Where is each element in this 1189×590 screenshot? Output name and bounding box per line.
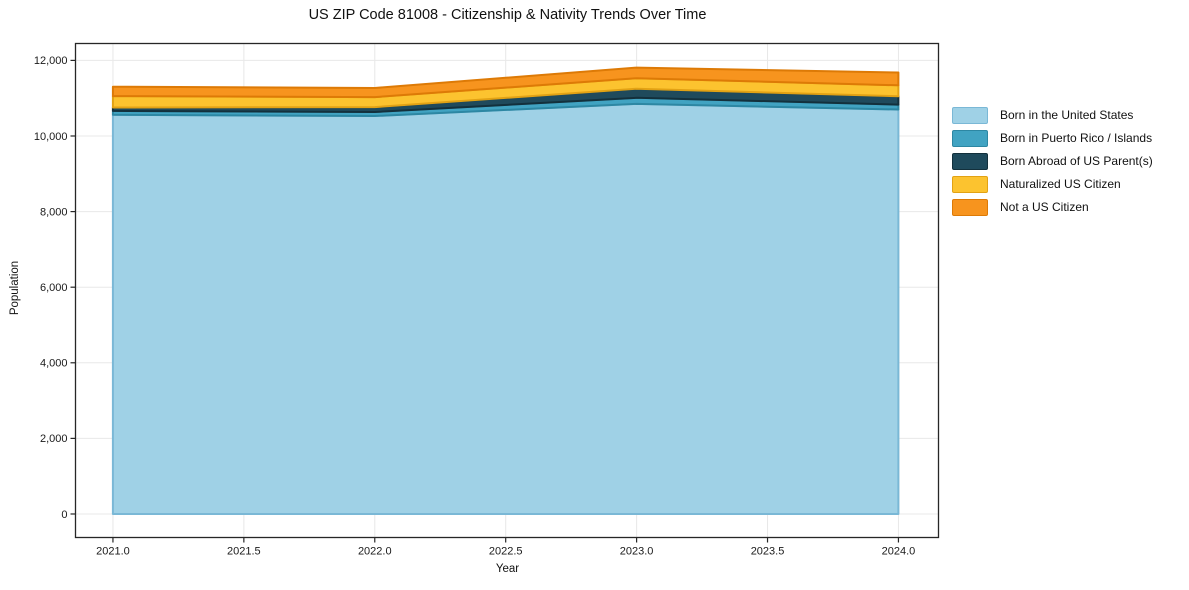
legend-label: Naturalized US Citizen	[1000, 177, 1121, 192]
legend-item-not-a-us-citizen: Not a US Citizen	[952, 199, 1153, 216]
plot-border	[74, 42, 940, 539]
area-not-a-us-citizen	[111, 66, 900, 99]
y-tick-label: 12,000	[34, 55, 68, 67]
legend-swatch	[952, 130, 988, 147]
area-born-in-the-united-states	[111, 102, 900, 515]
legend-item-naturalized-us-citizen: Naturalized US Citizen	[952, 176, 1153, 193]
y-tick-label: 10,000	[34, 131, 68, 143]
legend-label: Born in Puerto Rico / Islands	[1000, 131, 1153, 146]
x-tick-label: 2021.0	[96, 546, 130, 558]
x-axis-label: Year	[495, 563, 520, 575]
x-tick-label: 2024.0	[882, 546, 916, 558]
x-tick-label: 2022.5	[489, 546, 523, 558]
x-tick-label: 2022.0	[358, 546, 392, 558]
legend-swatch	[952, 176, 988, 193]
legend-label: Not a US Citizen	[1000, 200, 1089, 215]
y-tick-label: 2,000	[40, 433, 68, 445]
y-tick-label: 0	[61, 509, 67, 521]
legend-item-born-in-the-united-states: Born in the United States	[952, 107, 1153, 124]
legend-label: Born in the United States	[1000, 108, 1134, 123]
x-tick-label: 2023.0	[620, 546, 654, 558]
legend-item-born-in-puerto-rico-islands: Born in Puerto Rico / Islands	[952, 130, 1153, 147]
y-tick-label: 6,000	[40, 282, 68, 294]
y-axis-label: Population	[9, 260, 21, 316]
legend-swatch	[952, 107, 988, 124]
y-tick-label: 8,000	[40, 206, 68, 218]
y-tick-label: 4,000	[40, 358, 68, 370]
legend-item-born-abroad-of-us-parent-s: Born Abroad of US Parent(s)	[952, 153, 1153, 170]
legend-swatch	[952, 153, 988, 170]
x-tick-label: 2021.5	[227, 546, 261, 558]
legend-label: Born Abroad of US Parent(s)	[1000, 154, 1153, 169]
chart-title: US ZIP Code 81008 - Citizenship & Nativi…	[308, 7, 707, 23]
legend-swatch	[952, 199, 988, 216]
legend: Born in the United States Born in Puerto …	[952, 107, 1153, 222]
x-tick-label: 2023.5	[751, 546, 785, 558]
